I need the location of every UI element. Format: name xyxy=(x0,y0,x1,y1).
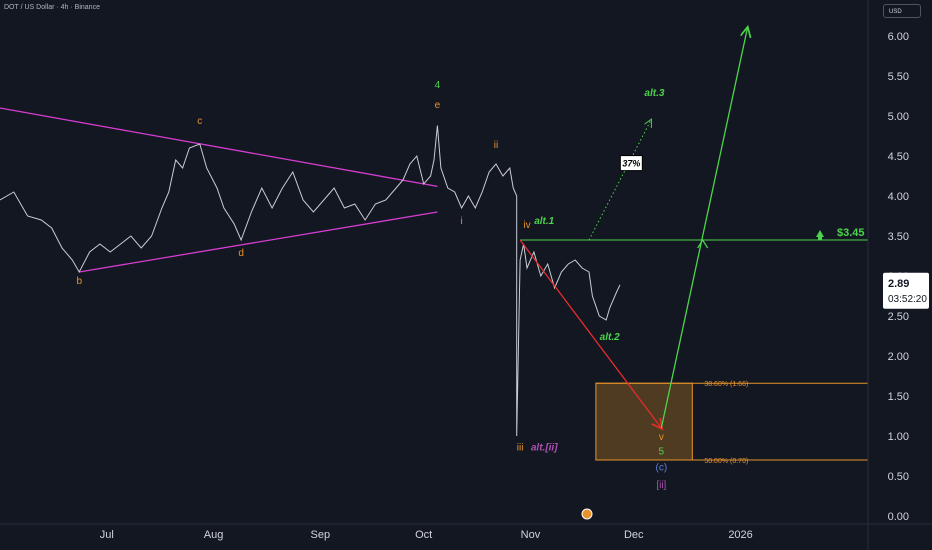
projection-red-arrow xyxy=(519,239,661,428)
y-tick-label: 5.00 xyxy=(888,111,909,123)
price-series-line xyxy=(0,125,621,437)
wave-label: 4 xyxy=(435,80,441,91)
y-tick-label: 4.00 xyxy=(888,191,909,203)
wave-label: iv xyxy=(523,220,530,231)
wave-label: [ii] xyxy=(656,480,666,491)
y-tick-label: 0.00 xyxy=(888,511,909,523)
wave-label: 5 xyxy=(659,446,665,457)
fib-top-label: 38.60% (1.66) xyxy=(704,381,748,388)
wave-label: alt.2 xyxy=(600,332,620,343)
y-tick-label: 1.50 xyxy=(888,391,909,403)
wave-label: alt.[ii] xyxy=(531,442,558,453)
probability-label: 37% xyxy=(622,159,640,169)
y-tick-label: 5.50 xyxy=(888,71,909,83)
fib-zone-rect xyxy=(595,382,693,461)
x-tick-label: Dec xyxy=(624,529,644,541)
triangle-trendline xyxy=(0,107,438,188)
countdown-label: 03:52:20 xyxy=(888,294,927,305)
x-tick-label: Jul xyxy=(100,529,114,541)
tradingview-logo-icon xyxy=(581,508,593,520)
fib-bottom-label: 50.00% (0.70) xyxy=(704,458,748,465)
wave-label: i xyxy=(460,216,462,227)
triangle-trendline xyxy=(79,211,438,273)
wave-label: (c) xyxy=(655,462,667,473)
y-tick-label: 3.50 xyxy=(888,231,909,243)
wave-label: e xyxy=(435,100,441,111)
x-tick-label: Aug xyxy=(204,529,224,541)
symbol-title: DOT / US Dollar · 4h · Binance xyxy=(4,4,100,11)
y-tick-label: 6.00 xyxy=(888,31,909,43)
wave-label: c xyxy=(197,116,202,127)
x-tick-label: Nov xyxy=(521,529,541,541)
currency-button[interactable]: USD xyxy=(883,4,921,18)
x-tick-label: Oct xyxy=(415,529,432,541)
probability-box xyxy=(619,155,643,172)
y-tick-label: 4.50 xyxy=(888,151,909,163)
wave-label: v xyxy=(659,432,664,443)
y-tick-label: 0.50 xyxy=(888,471,909,483)
wave-label: iii xyxy=(517,442,524,453)
wave-label: alt.3 xyxy=(644,88,664,99)
wave-label: ii xyxy=(494,140,498,151)
projection-green-arrow xyxy=(660,28,747,429)
projection-dotted-arrow xyxy=(588,120,651,241)
current-price-label: 2.89 xyxy=(888,278,909,290)
y-tick-label: 1.00 xyxy=(888,431,909,443)
wave-label: d xyxy=(238,248,244,259)
x-tick-label: 2026 xyxy=(728,529,752,541)
x-tick-label: Sep xyxy=(311,529,331,541)
y-tick-label: 2.00 xyxy=(888,351,909,363)
wave-label: b xyxy=(76,276,82,287)
target-price-label: $3.45 xyxy=(837,227,865,239)
current-price-tag xyxy=(883,272,929,309)
y-tick-label: 2.50 xyxy=(888,311,909,323)
level-cross-arrow-icon xyxy=(697,238,709,249)
wave-label: alt.1 xyxy=(534,216,554,227)
up-arrow-icon xyxy=(816,230,824,240)
